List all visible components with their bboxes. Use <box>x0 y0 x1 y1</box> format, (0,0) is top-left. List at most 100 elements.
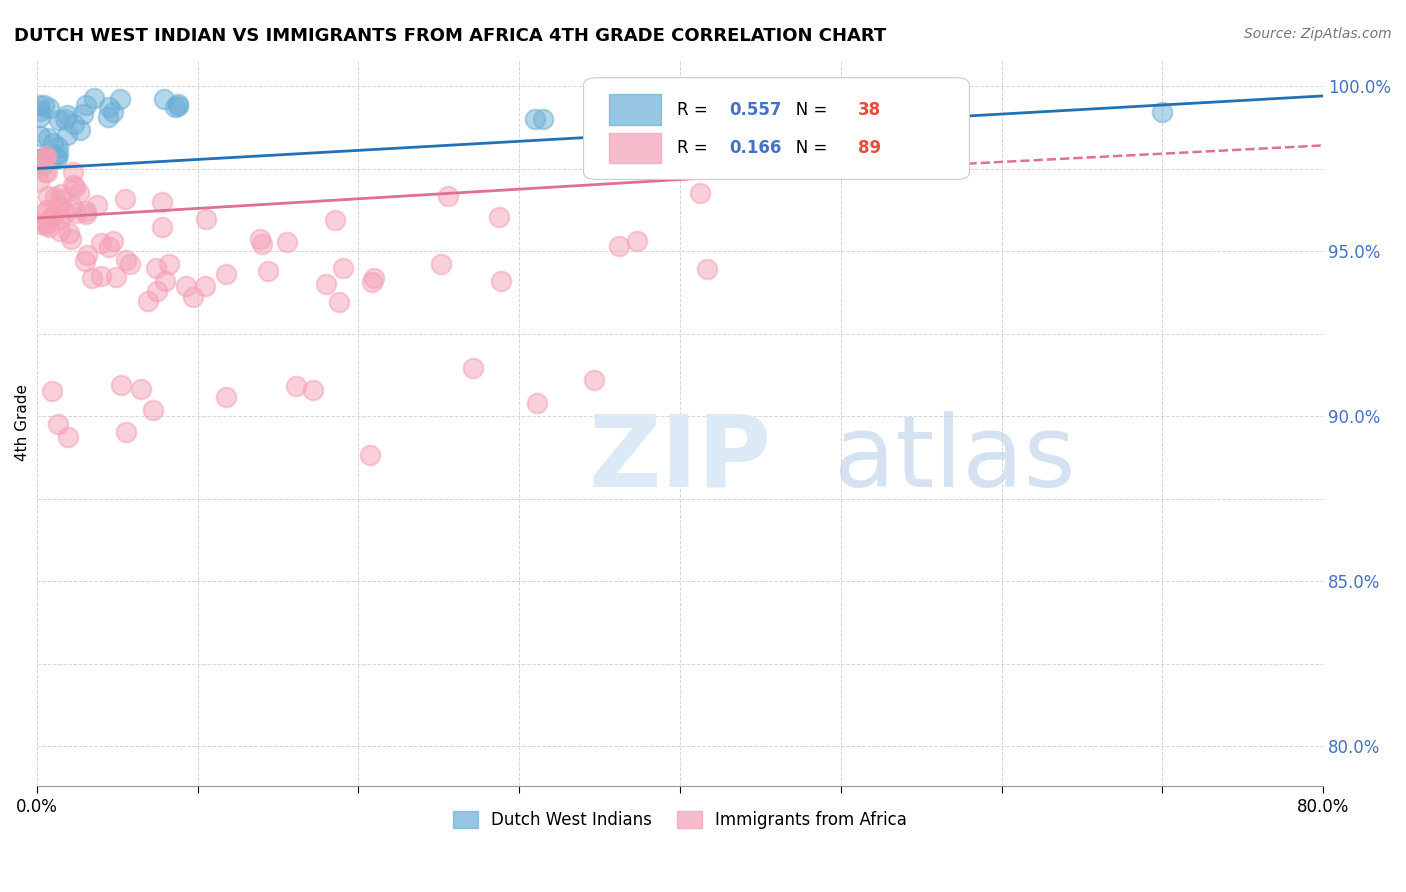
Text: R =: R = <box>678 139 713 157</box>
Text: DUTCH WEST INDIAN VS IMMIGRANTS FROM AFRICA 4TH GRADE CORRELATION CHART: DUTCH WEST INDIAN VS IMMIGRANTS FROM AFR… <box>14 27 886 45</box>
Point <box>194 279 217 293</box>
Point <box>174 279 197 293</box>
Point <box>90 269 112 284</box>
Point <box>28 174 51 188</box>
Text: atlas: atlas <box>834 410 1076 508</box>
Point <box>60 198 83 212</box>
Point <box>166 99 188 113</box>
Point <box>28 104 51 119</box>
Point <box>48 199 70 213</box>
Point <box>142 403 165 417</box>
Point <box>115 252 138 267</box>
Point <box>38 220 60 235</box>
Point <box>157 257 180 271</box>
Point <box>62 118 84 132</box>
Point <box>150 195 173 210</box>
Bar <box>609 133 661 163</box>
Text: 38: 38 <box>858 101 880 119</box>
Point <box>437 189 460 203</box>
Point <box>34 218 56 232</box>
Point <box>34 151 56 165</box>
Point <box>626 234 648 248</box>
Legend: Dutch West Indians, Immigrants from Africa: Dutch West Indians, Immigrants from Afri… <box>446 804 914 836</box>
Point <box>97 240 120 254</box>
Point <box>181 290 204 304</box>
Point <box>256 263 278 277</box>
Point <box>491 275 513 289</box>
Point <box>166 97 188 112</box>
Bar <box>609 95 661 125</box>
Point <box>75 98 97 112</box>
Point <box>276 235 298 250</box>
Point <box>76 248 98 262</box>
Point <box>583 373 606 387</box>
Point <box>44 149 66 163</box>
Point <box>37 165 59 179</box>
Point <box>103 104 125 119</box>
Point <box>101 234 124 248</box>
Text: ZIP: ZIP <box>589 410 772 508</box>
Point <box>215 267 238 281</box>
Text: N =: N = <box>780 139 832 157</box>
Point <box>150 220 173 235</box>
Point <box>118 257 141 271</box>
Point <box>62 178 84 192</box>
Point <box>152 92 174 106</box>
Point <box>32 158 55 172</box>
Point <box>28 111 51 125</box>
Point <box>42 136 65 150</box>
Point <box>129 382 152 396</box>
Point <box>72 107 94 121</box>
Point <box>110 378 132 392</box>
Point <box>194 211 217 226</box>
Point <box>37 131 59 145</box>
Text: 0.166: 0.166 <box>728 139 782 157</box>
Point <box>46 140 69 154</box>
Point <box>51 194 73 208</box>
Point <box>49 186 72 201</box>
Point <box>48 113 70 128</box>
Point <box>34 164 56 178</box>
Point <box>115 425 138 439</box>
Point <box>69 123 91 137</box>
FancyBboxPatch shape <box>583 78 969 179</box>
Point <box>53 206 76 220</box>
Point <box>34 153 56 168</box>
Point <box>323 213 346 227</box>
Point <box>28 98 51 112</box>
Point <box>35 203 58 218</box>
Point <box>32 98 55 112</box>
Point <box>689 186 711 200</box>
Point <box>315 277 337 291</box>
Point <box>136 294 159 309</box>
Point <box>30 129 52 144</box>
Text: 89: 89 <box>858 139 880 157</box>
Point <box>363 271 385 285</box>
Point <box>104 269 127 284</box>
Point <box>34 150 56 164</box>
Point <box>53 112 76 127</box>
Text: 0.557: 0.557 <box>728 101 782 119</box>
Point <box>110 92 132 106</box>
Point <box>28 153 51 167</box>
Point <box>49 224 72 238</box>
Point <box>58 226 80 240</box>
Point <box>28 217 51 231</box>
Point <box>696 262 718 277</box>
Point <box>145 261 167 276</box>
Point <box>67 186 90 200</box>
Point <box>461 361 484 376</box>
Point <box>488 210 510 224</box>
Point <box>58 430 80 444</box>
Point <box>1152 105 1174 120</box>
Point <box>332 261 354 276</box>
Point <box>73 254 96 268</box>
Point <box>45 151 67 165</box>
Point <box>114 192 136 206</box>
Point <box>46 147 69 161</box>
Point <box>34 149 56 163</box>
Point <box>97 110 120 124</box>
Point <box>328 294 350 309</box>
Point <box>249 232 271 246</box>
Point <box>42 210 65 224</box>
